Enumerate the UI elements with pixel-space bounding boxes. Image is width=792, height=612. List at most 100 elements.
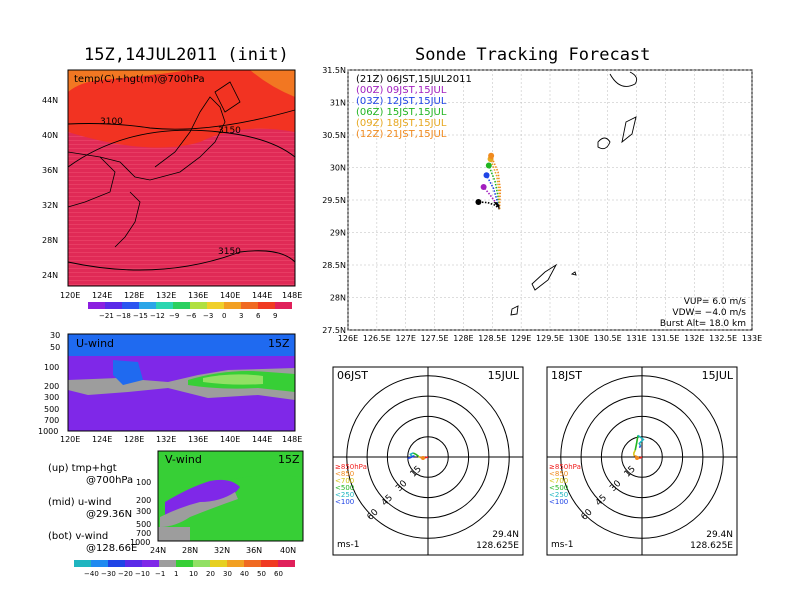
temp-colorbar xyxy=(88,302,292,309)
y-tick: 44N xyxy=(42,96,58,105)
svg-text:300: 300 xyxy=(44,393,59,402)
tracking-legend: (21Z) 06JST,15JUL2011(00Z) 09JST,15JUL(0… xyxy=(356,74,472,140)
hodo-trace xyxy=(638,456,643,460)
hodo-trace xyxy=(637,434,645,447)
tracking-title: Sonde Tracking Forecast xyxy=(415,45,651,65)
x-tick-label: 127.5E xyxy=(421,334,449,343)
x-tick-label: 126.5E xyxy=(363,334,391,343)
contour-3150-south xyxy=(67,250,296,271)
orange-field xyxy=(68,70,190,92)
svg-text:60: 60 xyxy=(274,570,283,578)
x-tick-label: 131.5E xyxy=(651,334,679,343)
contour-label-3100: 3100 xyxy=(100,117,123,127)
legend-entry: (21Z) 06JST,15JUL2011 xyxy=(356,74,472,85)
svg-text:30: 30 xyxy=(50,331,60,340)
hodo-legend-entry: <100 xyxy=(549,498,568,506)
svg-text:32N: 32N xyxy=(214,546,230,555)
svg-text:100: 100 xyxy=(44,363,59,372)
map-label: temp(C)+hgt(m)@700hPa xyxy=(74,74,205,85)
x-tick: 148E xyxy=(282,291,302,300)
landing-point xyxy=(485,162,492,169)
hodo-legend-entry: ≥850hPa xyxy=(549,463,581,471)
svg-text:128E: 128E xyxy=(124,435,144,444)
svg-text:500: 500 xyxy=(136,520,151,529)
island-kyushu xyxy=(609,71,638,87)
wind-colorbar-swatches xyxy=(74,560,295,567)
y-tick: 28N xyxy=(42,236,58,245)
launch-marker xyxy=(493,202,500,210)
hodo-date: 15JUL xyxy=(488,369,520,382)
landing-point xyxy=(480,184,487,190)
note-up2: @700hPa xyxy=(86,475,134,486)
map-x-ticks: 120E 124E 128E 132E 136E 140E 144E 148E xyxy=(60,291,302,300)
svg-text:500: 500 xyxy=(44,405,59,414)
hodo-legend-entry: <850 xyxy=(549,470,568,478)
hodo-time: 18JST xyxy=(551,369,582,382)
hodo-legend-entry: <250 xyxy=(549,491,568,499)
trajectory-line xyxy=(485,174,501,210)
svg-text:−15: −15 xyxy=(133,312,148,320)
hodo-time: 06JST xyxy=(337,369,368,382)
hodo-trace xyxy=(633,449,636,456)
x-tick: 132E xyxy=(156,291,176,300)
svg-text:132E: 132E xyxy=(156,435,176,444)
map-y-ticks: 44N 40N 36N 32N 28N 24N xyxy=(42,96,58,280)
legend-entry: (06Z) 15JST,15JUL xyxy=(356,107,447,118)
svg-text:−10: −10 xyxy=(135,570,150,578)
hodo-legend-entry: <100 xyxy=(335,498,354,506)
svg-text:−40: −40 xyxy=(84,570,99,578)
info-vup: VUP= 6.0 m/s xyxy=(684,297,747,307)
v-wind-panel: V-wind 15Z 100 200 300 500 700 1000 24N … xyxy=(130,450,304,555)
svg-text:9: 9 xyxy=(273,312,277,320)
svg-text:28N: 28N xyxy=(182,546,198,555)
svg-text:−21: −21 xyxy=(99,312,114,320)
y-tick: 40N xyxy=(42,131,58,140)
svg-text:1000: 1000 xyxy=(38,427,58,436)
info-burst: Burst Alt= 18.0 km xyxy=(660,319,746,329)
y-tick-label: 28.5N xyxy=(322,261,346,270)
svg-text:148E: 148E xyxy=(282,435,302,444)
x-tick-label: 126E xyxy=(338,334,358,343)
x-tick-label: 132E xyxy=(684,334,704,343)
hodo-unit: ms-1 xyxy=(551,540,573,550)
svg-text:100: 100 xyxy=(136,478,151,487)
x-tick: 140E xyxy=(220,291,240,300)
x-tick-label: 128.5E xyxy=(478,334,506,343)
hodo-legend-entry: <700 xyxy=(549,477,568,485)
y-tick-label: 27.5N xyxy=(322,326,346,335)
hodo-legend-entry: <500 xyxy=(549,484,568,492)
note-bot2: @128.66E xyxy=(86,543,138,554)
y-tick-label: 30.5N xyxy=(322,131,346,140)
tracking-map: 126E 126.5E 127E 127.5E 128E 128.5E 129E 129.5E… xyxy=(322,66,762,343)
trajectory-line xyxy=(489,158,501,210)
temp-colorbar-labels: −21 −18 −15 −12 −9 −6 −3 0 3 6 9 xyxy=(99,312,277,320)
svg-text:200: 200 xyxy=(44,382,59,391)
x-tick: 128E xyxy=(124,291,144,300)
u-wind-time: 15Z xyxy=(268,337,290,350)
svg-text:1: 1 xyxy=(174,570,178,578)
svg-text:36N: 36N xyxy=(246,546,262,555)
y-tick-label: 29N xyxy=(330,229,346,238)
y-tick-label: 31.5N xyxy=(322,66,346,75)
hodo-origin xyxy=(635,456,639,460)
hodo-trace xyxy=(634,435,639,451)
y-tick-label: 28N xyxy=(330,294,346,303)
svg-text:124E: 124E xyxy=(92,435,112,444)
svg-text:40N: 40N xyxy=(280,546,296,555)
svg-text:−9: −9 xyxy=(169,312,179,320)
svg-text:10: 10 xyxy=(189,570,198,578)
svg-text:0: 0 xyxy=(222,312,226,320)
contour-label-3150: 3150 xyxy=(218,126,241,136)
init-title: 15Z,14JUL2011 (init) xyxy=(84,45,289,65)
hodo-trace xyxy=(412,452,420,457)
hodo-origin xyxy=(421,456,425,460)
landing-point xyxy=(475,198,482,205)
hodo-legend-entry: <700 xyxy=(335,477,354,485)
svg-text:−6: −6 xyxy=(186,312,197,320)
svg-text:−12: −12 xyxy=(150,312,165,320)
island-yakushima xyxy=(621,116,637,144)
legend-entry: (09Z) 18JST,15JUL xyxy=(356,118,447,129)
x-tick: 144E xyxy=(252,291,272,300)
hodo-trace xyxy=(418,455,421,459)
y-tick: 36N xyxy=(42,166,58,175)
